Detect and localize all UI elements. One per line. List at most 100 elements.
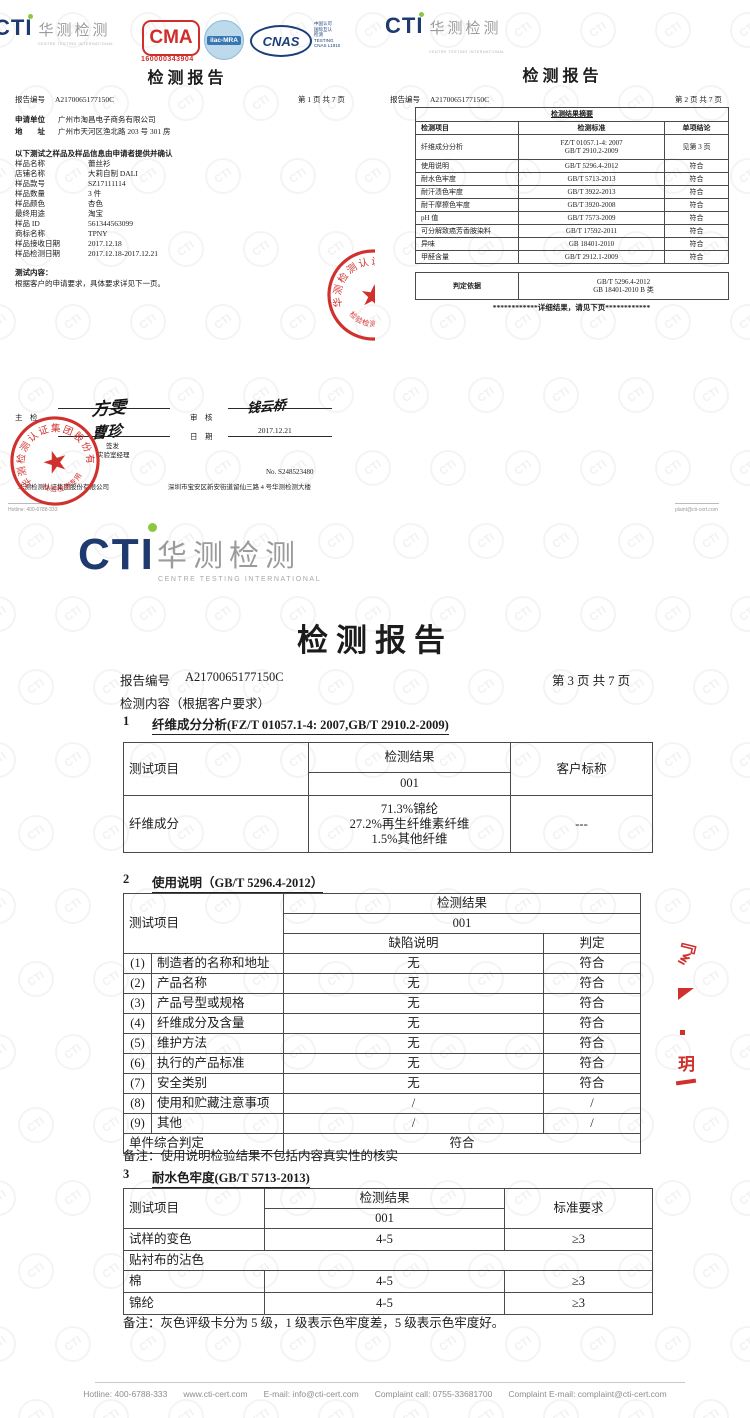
- footer-hotline: Hotline: 400-6788-333: [83, 1389, 168, 1399]
- col-header: 检测结果: [308, 742, 511, 773]
- footer-complaint-email: Complaint E-mail: complaint@cti-cert.com: [508, 1389, 667, 1399]
- page2-page-info: 第 2 页 共 7 页: [675, 95, 722, 104]
- field-row: 商标名称 TPNY: [15, 229, 108, 238]
- reviewer-signature: 钱云桥: [246, 398, 287, 417]
- col-header: 客户标称: [510, 742, 653, 796]
- cti-logo-dot-icon: [419, 12, 425, 17]
- cti-logo-text: CTI: [0, 14, 34, 40]
- sample-field-list: 样品名称 蕾丝衫 店铺名称 大莉自制 DALI 样品款号 SZ17111114 样品数…: [15, 159, 158, 259]
- sample-id-header: 001: [283, 913, 642, 934]
- fiber-result-row: 纤维成分 71.3%锦纶 27.2%再生纤维素纤维 1.5%其他纤维 ---: [123, 795, 653, 853]
- field-row: 样品名称 蕾丝衫: [15, 159, 111, 168]
- cnas-text-block: 中国认可 国际互认 检测 TESTING CNAS L1910: [314, 21, 341, 49]
- usage-row: (1) 制造者的名称和地址无符合: [123, 953, 642, 974]
- cti-logo: CTI: [78, 523, 157, 579]
- report-no-label: 报告编号: [120, 674, 171, 688]
- approver-title: 实验室经理: [97, 452, 130, 459]
- page1-footer-text: Hotline: 400-6788-333: [8, 507, 58, 513]
- water-fastness-table: 测试项目 检测结果 标准要求 001 试样的变色 4-5 ≥3 贴衬布的沾色 棉 4-…: [123, 1188, 653, 1315]
- col-header: 测试项目: [122, 893, 285, 954]
- chief-signature-line: [58, 408, 170, 409]
- report-no-label: 报告编号: [390, 95, 420, 104]
- section1-number: 1: [123, 714, 130, 728]
- footer-email: E-mail: info@cti-cert.com: [263, 1389, 359, 1399]
- sample-id-header: 001: [308, 771, 511, 797]
- fastness-row: 棉 4-5 ≥3: [123, 1270, 653, 1293]
- usage-row: (5) 维护方法无符合: [123, 1033, 642, 1054]
- seal-star-icon: ★: [357, 277, 375, 314]
- cma-mark-icon: CMA: [142, 20, 200, 56]
- page1-footer-rule: [8, 503, 42, 504]
- usage-final-row: 单件综合判定 符合: [122, 1133, 642, 1154]
- date-value: 2017.12.21: [258, 426, 292, 435]
- company-name-line: 华测检测认证集团股份有限公司: [18, 484, 109, 491]
- cti-logo: CTI 华测检测: [0, 14, 111, 40]
- usage-instruction-table: 测试项目 检测结果 001 缺陷说明 判定 (1) 制造者的名称和地址无符合 (2)…: [122, 893, 642, 1154]
- summary-row: 耐水色牢度 GB/T 5713-2013 符合: [415, 172, 730, 186]
- page3-page-info: 第 3 页 共 7 页: [552, 674, 631, 688]
- cti-logo-cn: 华测检测: [38, 22, 111, 39]
- page2-title: 检测报告: [522, 68, 603, 85]
- applicant-value: 广州市淘昌电子商务有限公司: [58, 115, 156, 124]
- section2-heading: 使用说明（GB/T 5296.4-2012）: [152, 872, 324, 893]
- col-header: 检测项目: [415, 121, 519, 135]
- report-no-value: A2170065177150C: [430, 95, 490, 104]
- cti-logo-text: CTI: [385, 12, 425, 38]
- col-header: 测试项目: [123, 1188, 265, 1229]
- summary-row: 可分解致癌芳香胺染料 GB/T 17592-2011 符合: [415, 224, 730, 238]
- report-page-1: CTI 华测检测 CENTRE TESTING INTERNATIONAL CM…: [0, 0, 375, 520]
- cti-logo-text: CTI: [78, 523, 157, 579]
- address-label: 地 址: [15, 127, 45, 136]
- applicant-label: 申请单位: [15, 115, 45, 124]
- usage-row: (7) 安全类别无符合: [123, 1073, 642, 1094]
- usage-row: (6) 执行的产品标准无符合: [123, 1053, 642, 1074]
- fastness-row: 贴衬布的沾色: [123, 1250, 653, 1271]
- section3-note: 备注：灰色评级卡分为 5 级，1 级表示色牢度差，5 级表示色牢度好。: [123, 1316, 505, 1330]
- col-header: 标准要求: [504, 1188, 653, 1229]
- cti-logo-en: CENTRE TESTING INTERNATIONAL: [158, 576, 322, 583]
- page2-footer-rule: [675, 503, 719, 504]
- usage-row: (2) 产品名称无符合: [123, 973, 642, 994]
- summary-row: 纤维成分分析 FZ/T 01057.1-4: 2007 GB/T 2910.2-20…: [415, 134, 730, 160]
- inspection-seal-stamp: ★ 华测检测认证集团股份有限公司 检验检测专用章: [319, 241, 375, 341]
- usage-row: (3) 产品号型或规格无符合: [123, 993, 642, 1014]
- reviewer-label: 审 核: [190, 413, 213, 422]
- field-row: 样品 ID 561344563099: [15, 219, 133, 228]
- stamp-fragment-icon: [675, 1078, 697, 1086]
- section2-number: 2: [123, 872, 130, 886]
- summary-row: 异味 GB 18401-2010 符合: [415, 237, 730, 251]
- report-page-2: CTI 华测检测 CENTRE TESTING INTERNATIONAL 检测…: [375, 0, 750, 520]
- cti-logo: CTI 华测检测: [385, 12, 501, 38]
- test-content-text: 根据客户的申请要求，具体要求详见下一页。: [15, 279, 165, 288]
- fastness-row: 试样的变色 4-5 ≥3: [123, 1228, 653, 1251]
- summary-row: 耐干摩擦色牢度 GB/T 3920-2008 符合: [415, 198, 730, 212]
- cti-logo-dot-icon: [147, 523, 157, 532]
- seal-star-icon: ★: [38, 443, 74, 483]
- usage-row: (4) 纤维成分及含量无符合: [123, 1013, 642, 1034]
- cnas-mark-icon: CNAS: [250, 25, 312, 57]
- chief-inspector-label: 主 检: [15, 413, 38, 422]
- test-content-label: 测试内容：: [15, 268, 53, 277]
- summary-row: 使用说明 GB/T 5296.4-2012 符合: [415, 159, 730, 173]
- cti-logo-en: CENTRE TESTING INTERNATIONAL: [38, 42, 114, 46]
- summary-table-title: 检测结果摘要: [551, 110, 594, 119]
- chief-signature: 方雯: [91, 397, 127, 421]
- footer-website: www.cti-cert.com: [183, 1389, 248, 1399]
- field-row: 店铺名称 大莉自制 DALI: [15, 169, 138, 178]
- field-row: 样品款号 SZ17111114: [15, 179, 126, 188]
- summary-table: 检测结果摘要 检测项目 检测标准 单项结论 纤维成分分析 FZ/T 01057.1-4…: [414, 107, 730, 264]
- footer-complaint-call: Complaint call: 0755-33681700: [374, 1389, 493, 1399]
- report-no-label: 报告编号: [15, 95, 45, 104]
- date-line: [228, 436, 332, 437]
- see-next-page-note: ************详细结果，请见下页************: [492, 303, 651, 312]
- report-serial-no: No. S248523480: [266, 468, 314, 476]
- field-row: 样品检测日期 2017.12.18-2017.12.21: [15, 249, 158, 258]
- col-header: 检测结果: [283, 893, 642, 914]
- approver-signature-line: [58, 436, 170, 437]
- col-header: 检测结果: [264, 1188, 505, 1209]
- cti-logo-dot-icon: [28, 14, 34, 19]
- col-header: 缺陷说明: [283, 933, 545, 954]
- sample-note: 以下测试之样品及样品信息由申请者提供并确认: [15, 149, 173, 158]
- approver-role: 签发: [106, 443, 119, 450]
